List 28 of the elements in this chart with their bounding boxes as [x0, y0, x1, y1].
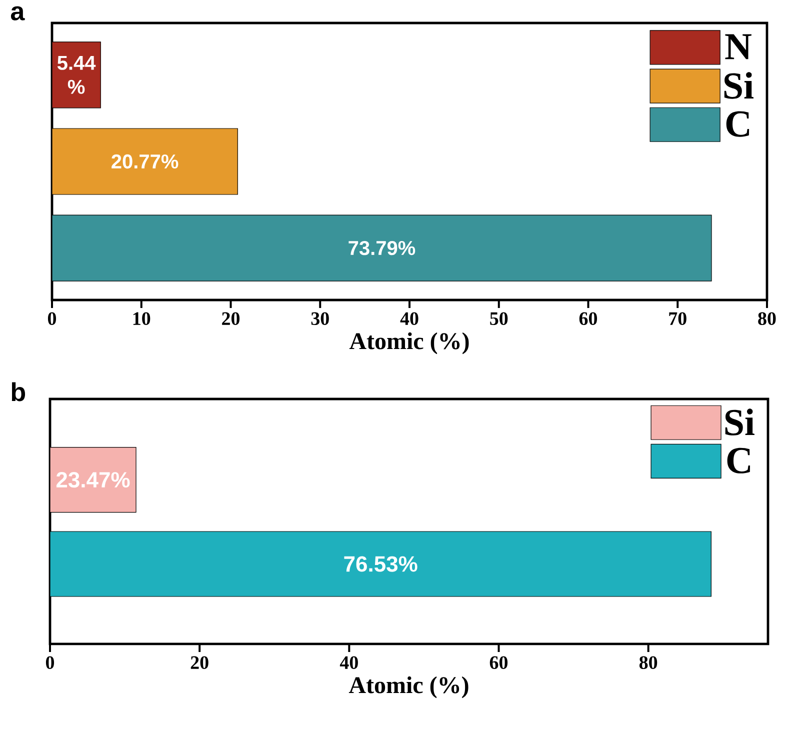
x-tick-label: 50	[490, 312, 508, 326]
x-tick-label: 20	[190, 656, 208, 670]
x-axis-title: Atomic (%)	[348, 676, 468, 698]
legend-label: Si	[725, 408, 754, 436]
x-axis-title: Atomic (%)	[349, 332, 469, 354]
legend-label: C	[726, 111, 750, 137]
x-tick-label: 80	[639, 656, 658, 670]
data-label: 5.44 %	[57, 56, 96, 94]
x-tick-label: 10	[133, 312, 150, 326]
x-tick-label: 60	[579, 312, 598, 326]
x-tick-label: 30	[311, 312, 329, 326]
data-label: 73.79%	[348, 240, 416, 256]
annotation: 23.47%	[56, 472, 130, 488]
legend-label: C	[727, 448, 750, 474]
chart-title: a	[10, 6, 25, 20]
chart-title: b	[12, 382, 26, 402]
x-tick-label: 40	[340, 656, 358, 670]
legend-label: N	[725, 34, 752, 60]
x-tick-label: 60	[490, 656, 508, 670]
x-tick-label: 20	[222, 312, 240, 326]
x-tick-label: 40	[400, 312, 418, 326]
x-tick-label: 70	[669, 312, 686, 326]
annotation: 76.53%	[344, 556, 418, 572]
x-tick-label: 0	[48, 312, 56, 326]
x-tick-label: 80	[758, 312, 776, 326]
x-tick-label: 0	[46, 656, 54, 670]
data-label: 20.77%	[112, 154, 178, 169]
legend-label: Si	[724, 72, 754, 99]
